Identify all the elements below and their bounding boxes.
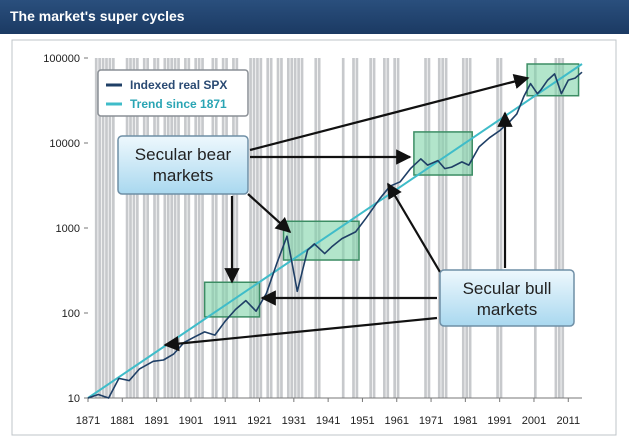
recession-band	[280, 58, 283, 398]
recession-band	[266, 58, 270, 398]
recession-band	[146, 58, 149, 398]
recession-band	[129, 58, 132, 398]
y-tick-label: 10000	[49, 138, 80, 150]
recession-band	[211, 58, 215, 398]
legend-box	[97, 69, 249, 117]
recession-band	[136, 58, 139, 398]
annotation-arrow	[163, 316, 438, 352]
recession-band	[533, 58, 537, 398]
recession-band	[235, 58, 239, 398]
secular-bear-box	[282, 220, 360, 261]
recession-band	[177, 58, 180, 398]
recession-band	[269, 58, 273, 398]
recession-band	[194, 58, 198, 398]
recession-band	[108, 58, 112, 398]
callout-label: markets	[477, 300, 537, 319]
recession-band	[132, 58, 136, 398]
recession-band	[372, 58, 376, 398]
recession-band	[214, 58, 218, 398]
recession-band	[221, 58, 225, 398]
recession-band	[461, 58, 465, 398]
recession-band	[393, 58, 396, 398]
annotation-arrow	[387, 182, 441, 273]
recession-band	[156, 58, 160, 398]
recession-band	[468, 58, 472, 398]
y-tick-label: 100	[62, 308, 80, 320]
x-tick-label: 1871	[76, 415, 100, 427]
recession-band	[98, 58, 101, 398]
recession-band	[396, 58, 400, 398]
x-tick-label: 1921	[247, 415, 271, 427]
legend-label: Trend since 1871	[130, 97, 227, 111]
page-title: The market's super cycles	[10, 8, 185, 24]
recession-band	[142, 58, 146, 398]
legend-label: Indexed real SPX	[130, 78, 227, 92]
y-tick-label: 1000	[56, 223, 80, 235]
spx-series-line	[87, 71, 583, 399]
recession-band	[252, 58, 256, 398]
recession-band	[276, 58, 280, 398]
recession-band	[173, 58, 177, 398]
recession-band	[499, 58, 503, 398]
annotation-arrow	[249, 74, 530, 152]
recession-band	[259, 58, 263, 398]
x-tick-label: 2001	[522, 415, 546, 427]
x-tick-label: 1891	[144, 415, 168, 427]
callout-label: Secular bull	[463, 279, 552, 298]
recession-band	[557, 58, 561, 398]
secular-bear-box	[413, 131, 473, 176]
y-tick-label: 10	[68, 393, 80, 405]
recession-band	[437, 58, 441, 398]
annotation-arrow	[247, 193, 292, 234]
x-tick-label: 1941	[316, 415, 340, 427]
recession-band	[256, 58, 259, 398]
x-tick-label: 1911	[213, 415, 237, 427]
recession-band	[125, 58, 129, 398]
recession-band	[197, 58, 201, 398]
recession-band	[444, 58, 448, 398]
recession-band	[170, 58, 174, 398]
recession-band	[105, 58, 108, 398]
recession-band	[94, 58, 98, 398]
recession-band	[201, 58, 204, 398]
callout-label: Secular bear	[135, 145, 232, 164]
x-tick-label: 1981	[453, 415, 477, 427]
recession-band	[153, 58, 156, 398]
recession-band	[369, 58, 372, 398]
recession-band	[101, 58, 105, 398]
callout-box	[439, 269, 575, 327]
recession-band	[424, 58, 427, 398]
recession-band	[561, 58, 565, 398]
title-bar: The market's super cycles	[0, 0, 629, 34]
x-tick-label: 2011	[556, 415, 580, 427]
recession-band	[465, 58, 469, 398]
x-tick-label: 1961	[385, 415, 409, 427]
recession-band	[441, 58, 445, 398]
recession-band	[232, 58, 235, 398]
recession-band	[187, 58, 191, 398]
recession-band	[166, 58, 170, 398]
recession-band	[554, 58, 558, 398]
callout-label: markets	[153, 166, 213, 185]
callout-box	[117, 135, 249, 195]
recession-band	[496, 58, 499, 398]
x-tick-label: 1971	[419, 415, 443, 427]
recession-band	[383, 58, 386, 398]
recession-band	[225, 58, 228, 398]
x-tick-label: 1881	[110, 415, 134, 427]
recession-band	[427, 58, 431, 398]
recession-band	[112, 58, 115, 398]
y-tick-label: 100000	[43, 53, 80, 65]
x-tick-label: 1951	[350, 415, 374, 427]
x-tick-label: 1931	[282, 415, 306, 427]
recession-band	[184, 58, 187, 398]
x-tick-label: 1901	[179, 415, 203, 427]
x-tick-label: 1991	[487, 415, 511, 427]
recession-band	[249, 58, 252, 398]
recession-band	[386, 58, 390, 398]
recession-band	[163, 58, 167, 398]
